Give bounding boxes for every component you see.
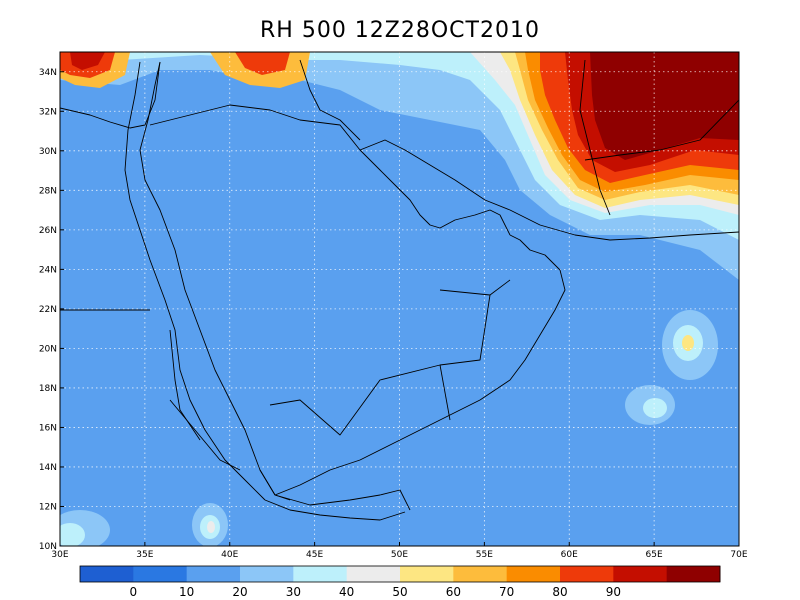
y-tick-label: 16N <box>39 423 57 433</box>
rh-patch-sw-corner <box>60 523 85 546</box>
colorbar-label: 10 <box>179 585 194 599</box>
y-tick-label: 26N <box>39 226 57 236</box>
coastline-persian-gulf <box>359 149 511 236</box>
rh-patch-ethiopia <box>207 521 215 533</box>
colorbar-swatch <box>666 566 721 582</box>
y-tick-label: 10N <box>39 542 57 552</box>
coastline-horn <box>274 489 411 511</box>
colorbar: 0 10 20 30 40 50 60 70 80 90 <box>79 565 721 599</box>
colorbar-swatch <box>133 566 188 582</box>
y-tick-label: 30N <box>39 147 57 157</box>
border-somalia <box>259 469 291 501</box>
colorbar-swatch <box>80 566 134 582</box>
border-yemen-oman <box>439 364 451 421</box>
border-ethiopia <box>169 399 241 471</box>
x-tick-label: 35E <box>136 550 153 560</box>
colorbar-label: 40 <box>339 585 354 599</box>
rh-patch-arabian-sea <box>643 398 667 418</box>
colorbar-label: 90 <box>606 585 621 599</box>
plot-area <box>60 52 739 546</box>
colorbar-swatch <box>506 566 561 582</box>
coastline-iran <box>359 139 739 241</box>
y-tick-label: 14N <box>39 463 57 473</box>
x-tick-label: 70E <box>730 550 747 560</box>
border-iraq-iran <box>299 59 361 141</box>
coastline-somalia <box>264 499 406 521</box>
colorbar-swatch <box>293 566 348 582</box>
rh-band-nw-high <box>70 52 105 70</box>
border-saudi-north <box>149 104 361 151</box>
x-tick-label: 45E <box>306 550 323 560</box>
colorbar-swatch <box>613 566 668 582</box>
x-tick-label: 55E <box>476 550 493 560</box>
colorbar-frame <box>79 565 721 583</box>
colorbar-swatch <box>346 566 401 582</box>
x-tick-label: 30E <box>51 550 68 560</box>
x-axis-ticks: 30E 35E 40E 45E 50E 55E 60E 65E 70E <box>51 542 748 560</box>
x-tick-label: 60E <box>561 550 578 560</box>
colorbar-swatch <box>453 566 508 582</box>
border-afghan-pak <box>584 99 739 161</box>
y-axis-ticks: 10N 12N 14N 16N 18N 20N 22N 24N 26N 28N 30N 32N 34N <box>39 68 64 552</box>
colorbar-swatch <box>186 566 241 582</box>
x-tick-label: 65E <box>646 550 663 560</box>
lat-lon-grid <box>60 52 739 546</box>
colorbar-label: 50 <box>392 585 407 599</box>
x-tick-label: 50E <box>391 550 408 560</box>
coastline-arabia-south <box>274 234 566 496</box>
coastlines-borders <box>60 59 739 521</box>
border-iran-afghan <box>579 59 611 216</box>
y-tick-label: 34N <box>39 68 57 78</box>
colorbar-label: 30 <box>286 585 301 599</box>
colorbar-label: 0 <box>130 585 138 599</box>
colorbar-label: 20 <box>232 585 247 599</box>
colorbar-label: 60 <box>446 585 461 599</box>
y-tick-label: 24N <box>39 265 57 275</box>
y-tick-label: 28N <box>39 186 57 196</box>
y-tick-label: 22N <box>39 305 57 315</box>
y-tick-label: 12N <box>39 502 57 512</box>
colorbar-swatch <box>400 566 454 582</box>
map-title: RH 500 12Z28OCT2010 <box>260 18 540 43</box>
y-tick-label: 18N <box>39 384 57 394</box>
rh-band-20-30 <box>540 300 739 470</box>
border-saudi-yemen <box>269 294 491 436</box>
x-tick-label: 40E <box>221 550 238 560</box>
rh-band-max <box>590 52 739 160</box>
colorbar-swatch <box>560 566 614 582</box>
colorbar-label: 70 <box>499 585 514 599</box>
border-sudan-eritrea <box>169 329 201 441</box>
coastline-levant <box>60 61 161 129</box>
rh-patch-arabian-sea <box>682 335 694 351</box>
border-saudi-uae <box>439 279 511 296</box>
coastline-africa-east <box>124 61 266 501</box>
coastline-arabia-west <box>139 61 276 496</box>
y-tick-label: 20N <box>39 344 57 354</box>
colorbar-swatch <box>240 566 294 582</box>
y-tick-label: 32N <box>39 107 57 117</box>
rh-band-n-high <box>235 52 290 75</box>
colorbar-label: 80 <box>552 585 567 599</box>
